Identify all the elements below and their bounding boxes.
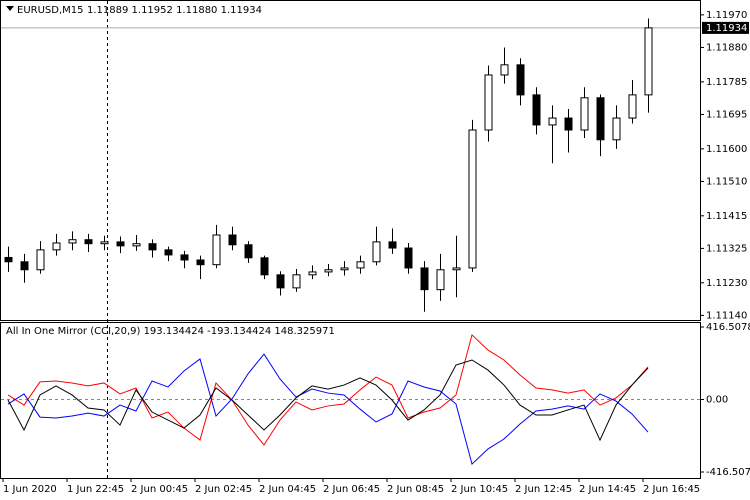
indicator-title: All In One Mirror (CCI,20,9) 193.134424 … <box>6 326 335 337</box>
candle-body <box>532 94 541 126</box>
y-tick-label: 1.11970 <box>706 10 747 21</box>
candle-body <box>164 249 173 256</box>
candle-body <box>212 234 221 266</box>
candle-body <box>116 241 125 247</box>
x-tick-label: 2 Jun 10:45 <box>451 484 508 495</box>
candle-body <box>372 241 381 263</box>
candle-body <box>644 27 653 96</box>
candle-body <box>388 241 397 249</box>
y-tick-label: 1.11695 <box>706 109 747 120</box>
candle-body <box>52 242 61 251</box>
candle-body <box>452 267 461 271</box>
candle-body <box>244 244 253 259</box>
y-tick-label: 0.00 <box>706 395 728 406</box>
candle-body <box>612 117 621 141</box>
x-tick-label: 1 Jun 2020 <box>3 484 57 495</box>
candle-body <box>564 117 573 131</box>
y-tick-label: 1.11600 <box>706 144 747 155</box>
candle-body <box>180 254 189 261</box>
candle-body <box>468 129 477 269</box>
x-tick-label: 2 Jun 00:45 <box>131 484 188 495</box>
candle-body <box>324 269 333 273</box>
current-price-label: 1.11934 <box>706 23 747 34</box>
candle-body <box>436 269 445 291</box>
candle-body <box>580 97 589 131</box>
x-tick-label: 2 Jun 02:45 <box>195 484 252 495</box>
candle-body <box>36 249 45 271</box>
candle-body <box>308 271 317 276</box>
x-tick-label: 1 Jun 22:45 <box>67 484 124 495</box>
indicator-line <box>7 333 649 446</box>
y-tick-label: 1.11415 <box>706 211 747 222</box>
x-tick-label: 2 Jun 08:45 <box>387 484 444 495</box>
y-tick-label: 416.50788 <box>706 322 750 333</box>
candle-body <box>196 259 205 266</box>
candle-body <box>132 243 141 247</box>
y-tick-label: -416.50788 <box>706 467 750 478</box>
candle-body <box>340 267 349 271</box>
candle-body <box>484 74 493 131</box>
candle-body <box>516 64 525 96</box>
y-tick-label: 1.11510 <box>706 176 747 187</box>
y-tick-label: 1.11325 <box>706 243 747 254</box>
candle-body <box>404 247 413 269</box>
candle-body <box>84 239 93 245</box>
y-tick-label: 1.11880 <box>706 42 747 53</box>
candle-body <box>548 117 557 126</box>
current-price-box <box>702 21 749 34</box>
candle-body <box>260 257 269 276</box>
dropdown-icon <box>6 6 14 11</box>
candle-body <box>228 234 237 246</box>
candle-body <box>68 239 77 244</box>
y-tick-label: 1.11785 <box>706 77 747 88</box>
candle-body <box>20 261 29 271</box>
x-tick-label: 2 Jun 16:45 <box>643 484 700 495</box>
candle-body <box>420 267 429 291</box>
indicator-line <box>7 353 649 466</box>
candle-body <box>148 243 157 251</box>
candle-body <box>292 274 301 289</box>
price-panel <box>0 0 701 321</box>
x-tick-label: 2 Jun 12:45 <box>515 484 572 495</box>
candle-body <box>596 97 605 141</box>
chart-subtitle: 1.11889 1.11952 1.11880 1.11934 <box>87 5 262 16</box>
y-tick-label: 1.11140 <box>706 310 747 321</box>
indicator-line <box>7 359 649 442</box>
candle-body <box>4 256 13 263</box>
y-tick-label: 1.11230 <box>706 278 747 289</box>
candle-body <box>100 241 109 245</box>
candle-body <box>628 94 637 119</box>
candle-body <box>500 64 509 76</box>
x-tick-label: 2 Jun 06:45 <box>323 484 380 495</box>
candle-body <box>356 261 365 269</box>
x-tick-label: 2 Jun 14:45 <box>579 484 636 495</box>
chart-title: EURUSD,M15 <box>17 5 83 16</box>
x-tick-label: 2 Jun 04:45 <box>259 484 316 495</box>
candle-body <box>276 274 285 289</box>
